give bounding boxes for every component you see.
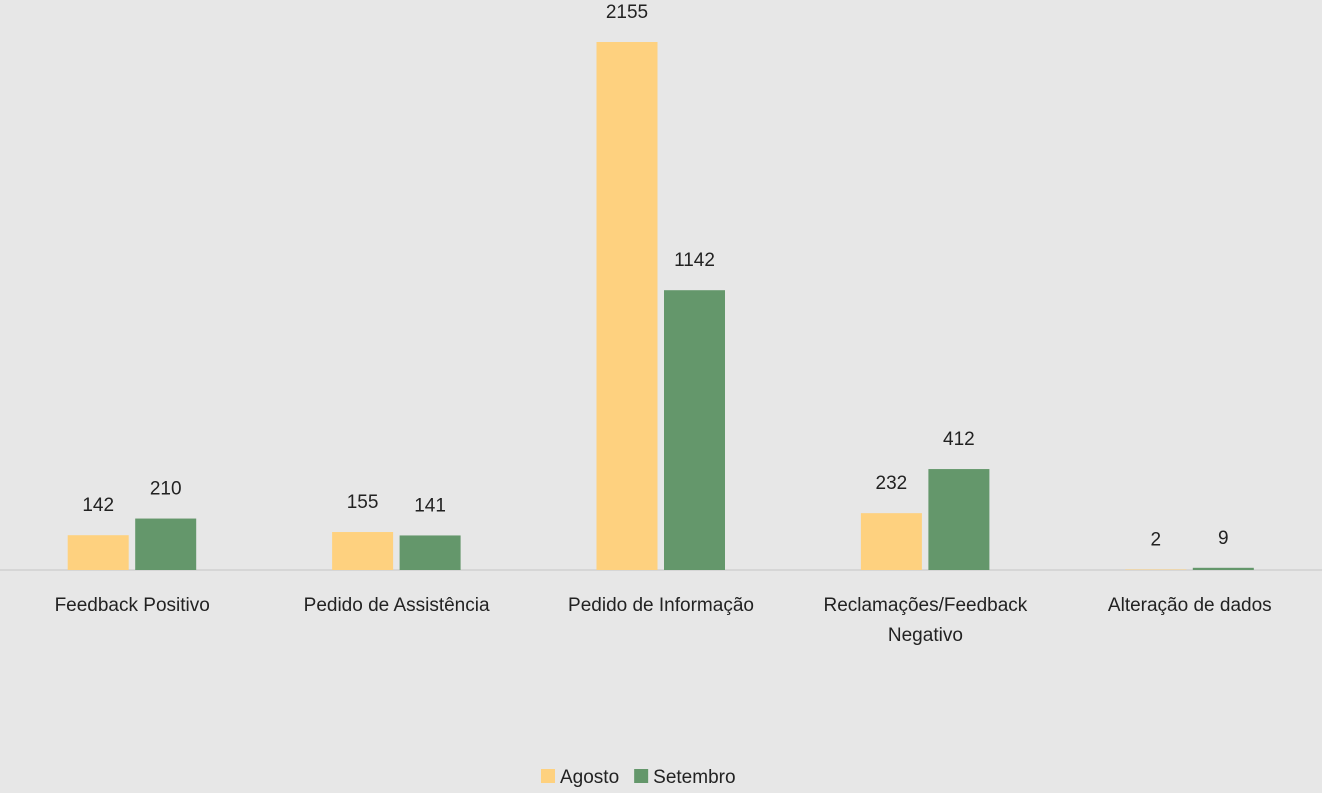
legend-label: Setembro — [653, 767, 735, 788]
x-tick-label: Reclamações/Feedback Negativo — [823, 595, 1028, 646]
bar — [664, 290, 725, 570]
bar — [332, 532, 394, 570]
data-label: 210 — [150, 479, 182, 500]
data-label: 155 — [347, 492, 379, 513]
bar — [67, 535, 129, 570]
data-label: 142 — [82, 495, 114, 516]
data-label: 232 — [876, 473, 908, 494]
bar — [928, 469, 990, 570]
x-tick-label: Alteração de dados — [1107, 595, 1272, 616]
data-label: 9 — [1218, 528, 1229, 549]
bar — [596, 42, 658, 570]
legend-label: Agosto — [560, 767, 619, 788]
bar — [860, 513, 922, 570]
data-label: 2 — [1151, 530, 1162, 551]
data-label: 2155 — [606, 2, 648, 23]
x-tick-label: Pedido de Informação — [568, 595, 754, 616]
x-tick-label: Pedido de Assistência — [303, 595, 490, 616]
data-label: 141 — [414, 495, 446, 516]
data-label: 1142 — [674, 250, 715, 271]
legend-swatch — [541, 769, 555, 783]
bar — [399, 535, 461, 570]
bar — [1192, 567, 1254, 570]
bar — [135, 518, 197, 570]
legend-swatch — [634, 769, 649, 783]
x-tick-label: Feedback Positivo — [54, 595, 210, 616]
data-label: 412 — [943, 429, 975, 450]
